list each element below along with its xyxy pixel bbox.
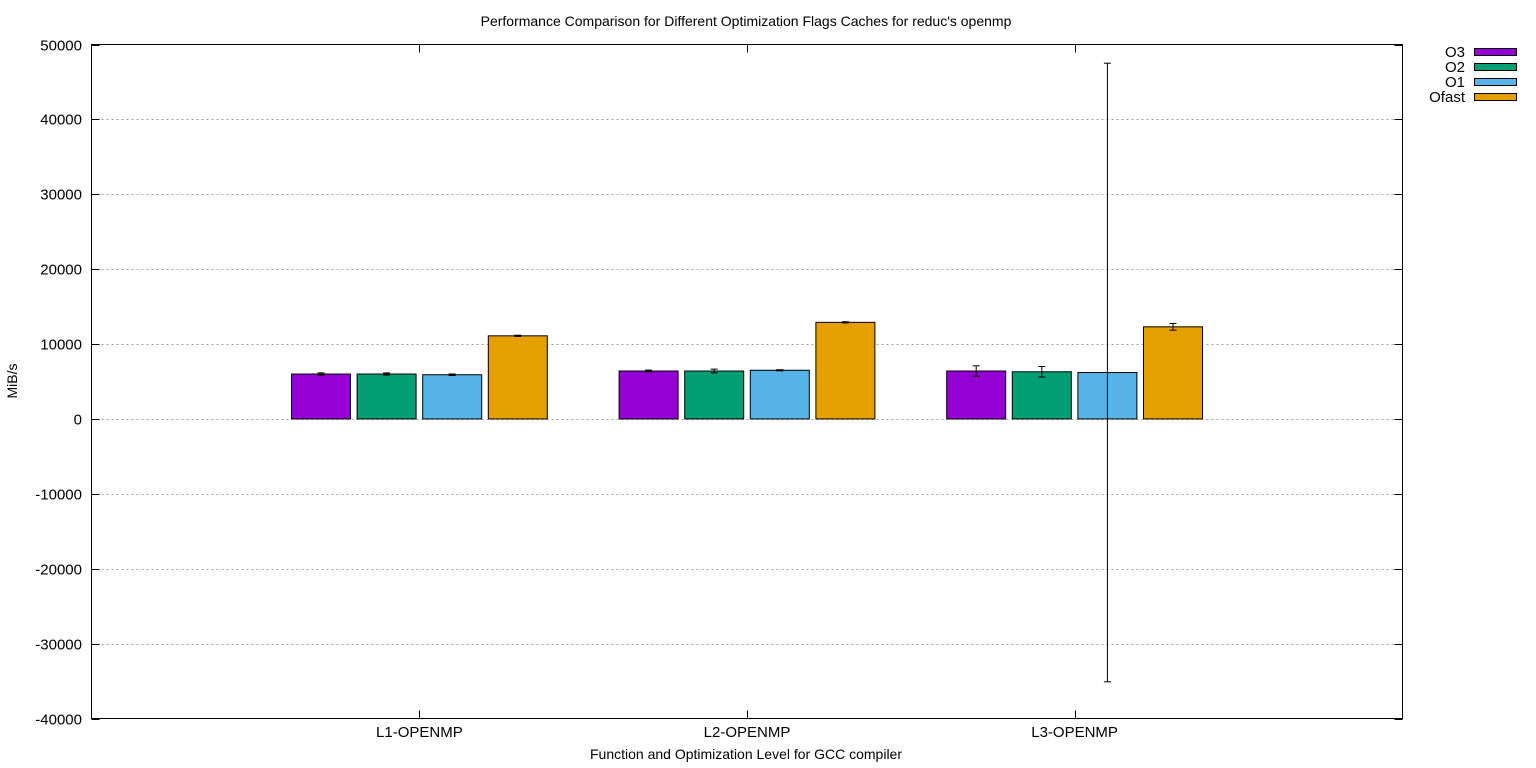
plot-border [91, 44, 1403, 719]
y-tick-label: -40000 [35, 712, 82, 729]
y-tick-label: 50000 [40, 38, 82, 55]
y-tick-label: 30000 [40, 187, 82, 204]
y-tick-label: -30000 [35, 637, 82, 654]
y-tick-label: -20000 [35, 562, 82, 579]
x-axis: L1-OPENMP L2-OPENMP L3-OPENMP [376, 44, 1118, 741]
x-tick-label: L3-OPENMP [1031, 724, 1118, 741]
bar [1011, 371, 1072, 420]
bar [618, 370, 679, 420]
bar [291, 373, 351, 420]
error-bars [317, 62, 1177, 683]
x-tick-label: L1-OPENMP [376, 724, 463, 741]
x-tick-label: L2-OPENMP [704, 724, 791, 741]
y-tick-label: 10000 [40, 337, 82, 354]
legend-label: O1 [1445, 74, 1465, 91]
legend-swatch [1474, 48, 1517, 56]
bar [487, 335, 548, 420]
y-tick-label: 0 [74, 412, 82, 429]
bar [422, 374, 483, 420]
legend-swatch [1474, 63, 1517, 71]
chart-title: Performance Comparison for Different Opt… [481, 13, 1012, 29]
y-axis: -40000 -30000 -20000 -10000 0 10000 20000 30000… [35, 38, 1403, 729]
bar [356, 373, 417, 420]
bar [815, 321, 876, 420]
legend-swatch [1474, 93, 1517, 101]
bar [946, 370, 1007, 420]
x-axis-label: Function and Optimization Level for GCC … [590, 746, 902, 762]
legend-label: O2 [1445, 59, 1465, 76]
bar [749, 369, 810, 420]
legend-label: O3 [1445, 44, 1465, 61]
y-tick-label: 40000 [40, 112, 82, 129]
gridlines [91, 119, 1403, 645]
bars [291, 321, 1203, 420]
y-tick-label: 20000 [40, 262, 82, 279]
bar [1143, 326, 1203, 420]
legend-label: Ofast [1429, 89, 1466, 106]
legend-swatch [1474, 78, 1517, 86]
y-axis-label: MiB/s [4, 364, 20, 399]
y-tick-label: -10000 [35, 487, 82, 504]
bar [684, 370, 745, 420]
